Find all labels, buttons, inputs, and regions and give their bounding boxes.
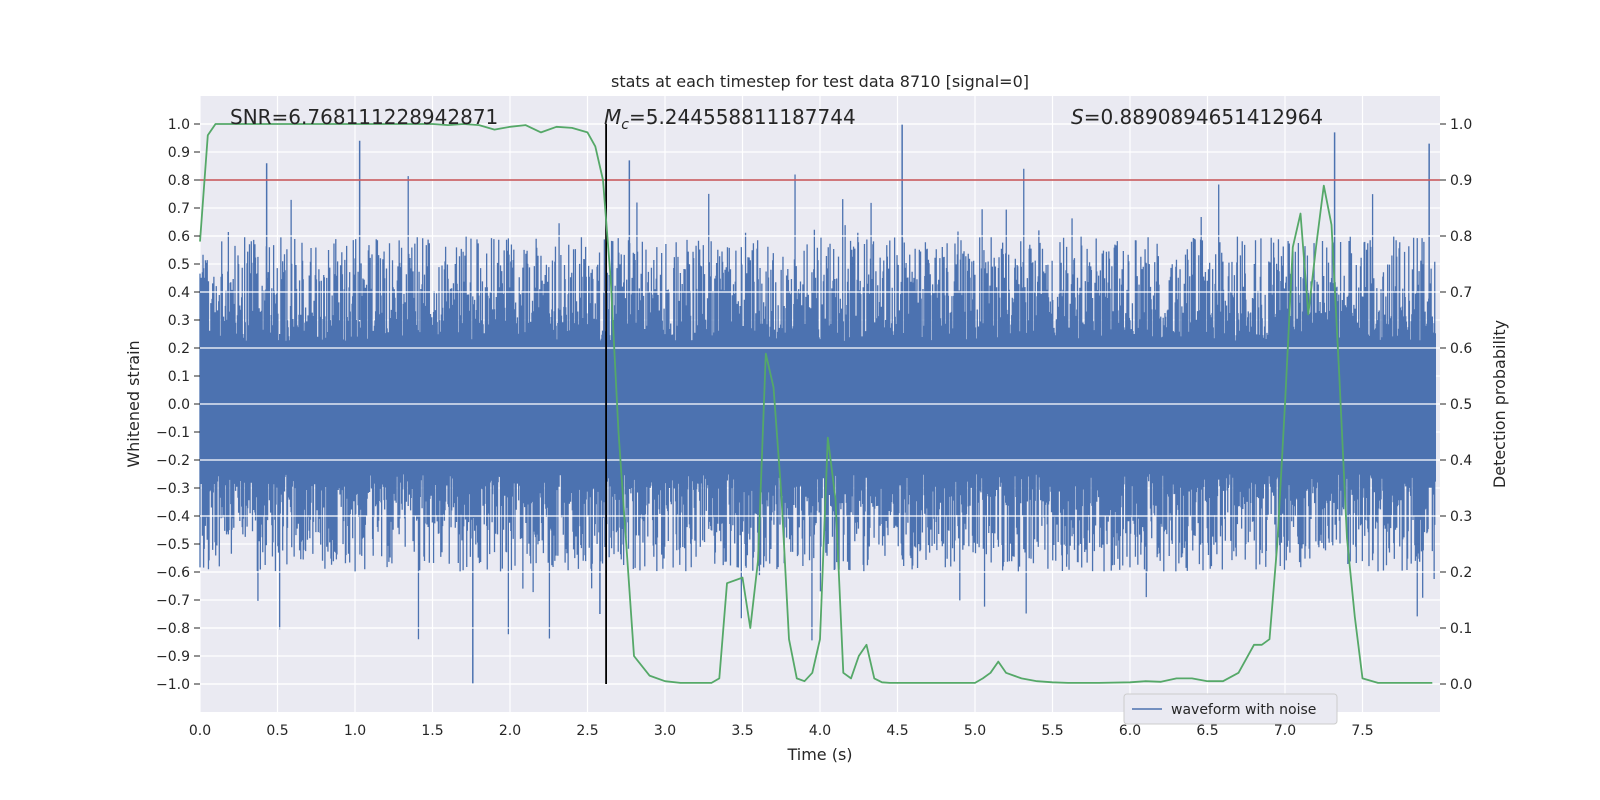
s-annotation: S=0.8890894651412964 bbox=[1071, 105, 1323, 129]
y-tick-label: 0.8 bbox=[168, 173, 190, 189]
y2-tick-label: 0.2 bbox=[1450, 565, 1472, 581]
y-tick-label: −0.1 bbox=[156, 425, 190, 441]
waveform-series bbox=[199, 124, 1436, 684]
y-tick-labels: −1.0 −0.9 −0.8 −0.7 −0.6 −0.5 −0.4 −0.3 −0.2 −0.1… bbox=[156, 117, 200, 693]
x-tick-label: 1.0 bbox=[344, 723, 366, 739]
probability-line bbox=[199, 123, 1433, 684]
y2-tick-label: 0.7 bbox=[1450, 285, 1472, 301]
x-tick-label: 3.5 bbox=[731, 723, 753, 739]
s-symbol: S bbox=[1071, 105, 1084, 129]
y-tick-label: −0.2 bbox=[156, 453, 190, 469]
x-tick-label: 2.5 bbox=[576, 723, 598, 739]
x-axis-label: Time (s) bbox=[786, 745, 852, 764]
x-tick-label: 1.5 bbox=[421, 723, 443, 739]
chirp-mass-annotation: Mc=5.244558811187744 bbox=[604, 105, 856, 133]
x-tick-label: 3.0 bbox=[654, 723, 676, 739]
x-tick-label: 0.5 bbox=[266, 723, 288, 739]
mc-symbol: M bbox=[604, 105, 621, 129]
y-tick-label: −0.9 bbox=[156, 649, 190, 665]
y2-tick-label: 0.1 bbox=[1450, 621, 1472, 637]
y-tick-label: −0.8 bbox=[156, 621, 190, 637]
x-tick-labels: 0.0 0.5 1.0 1.5 2.0 2.5 3.0 3.5 4.0 4.5 5.0 5.5 6.0 6… bbox=[189, 723, 1374, 739]
y-tick-label: 1.0 bbox=[168, 117, 190, 133]
x-tick-label: 6.5 bbox=[1196, 723, 1218, 739]
y2-tick-label: 0.6 bbox=[1450, 341, 1472, 357]
y-axis-label: Whitened strain bbox=[124, 340, 143, 467]
y-tick-label: −0.7 bbox=[156, 593, 190, 609]
x-tick-label: 7.0 bbox=[1274, 723, 1296, 739]
y2-tick-label: 0.5 bbox=[1450, 397, 1472, 413]
x-tick-label: 5.0 bbox=[964, 723, 986, 739]
y-tick-label: 0.4 bbox=[168, 285, 190, 301]
y2-tick-label: 0.0 bbox=[1450, 677, 1472, 693]
x-tick-label: 4.5 bbox=[886, 723, 908, 739]
x-tick-label: 6.0 bbox=[1119, 723, 1141, 739]
y-tick-label: −0.6 bbox=[156, 565, 190, 581]
mc-value: =5.244558811187744 bbox=[629, 105, 856, 129]
y-tick-label: 0.7 bbox=[168, 201, 190, 217]
y-tick-label: 0.0 bbox=[168, 397, 190, 413]
y2-tick-labels: 0.0 0.1 0.2 0.3 0.4 0.5 0.6 0.7 0.8 0.9 1.0 bbox=[1440, 117, 1472, 693]
y-tick-label: −0.5 bbox=[156, 537, 190, 553]
y2-tick-label: 0.9 bbox=[1450, 173, 1472, 189]
y-tick-label: 0.9 bbox=[168, 145, 190, 161]
x-tick-label: 2.0 bbox=[499, 723, 521, 739]
legend-label: waveform with noise bbox=[1171, 702, 1316, 718]
waveform-trace bbox=[199, 168, 1436, 641]
x-tick-label: 0.0 bbox=[189, 723, 211, 739]
probability-series bbox=[199, 123, 1433, 684]
mc-subscript: c bbox=[621, 117, 629, 133]
x-tick-label: 4.0 bbox=[809, 723, 831, 739]
y2-tick-label: 1.0 bbox=[1450, 117, 1472, 133]
y-tick-label: −1.0 bbox=[156, 677, 190, 693]
y-tick-label: −0.4 bbox=[156, 509, 190, 525]
y-tick-label: −0.3 bbox=[156, 481, 190, 497]
legend-box bbox=[1123, 693, 1338, 725]
s-value: =0.8890894651412964 bbox=[1084, 105, 1323, 129]
y-tick-label: 0.6 bbox=[168, 229, 190, 245]
y-tick-label: 0.2 bbox=[168, 341, 190, 357]
chart-title: stats at each timestep for test data 871… bbox=[611, 72, 1029, 91]
y2-tick-label: 0.4 bbox=[1450, 453, 1472, 469]
snr-annotation: SNR=6.768111228942871 bbox=[230, 105, 498, 129]
legend: waveform with noise bbox=[1123, 693, 1338, 725]
x-tick-label: 7.5 bbox=[1351, 723, 1373, 739]
y-tick-label: 0.3 bbox=[168, 313, 190, 329]
y2-axis-label: Detection probability bbox=[1490, 320, 1509, 488]
y2-tick-label: 0.3 bbox=[1450, 509, 1472, 525]
x-tick-label: 5.5 bbox=[1041, 723, 1063, 739]
y-tick-label: 0.5 bbox=[168, 257, 190, 273]
y2-tick-label: 0.8 bbox=[1450, 229, 1472, 245]
y-tick-label: 0.1 bbox=[168, 369, 190, 385]
